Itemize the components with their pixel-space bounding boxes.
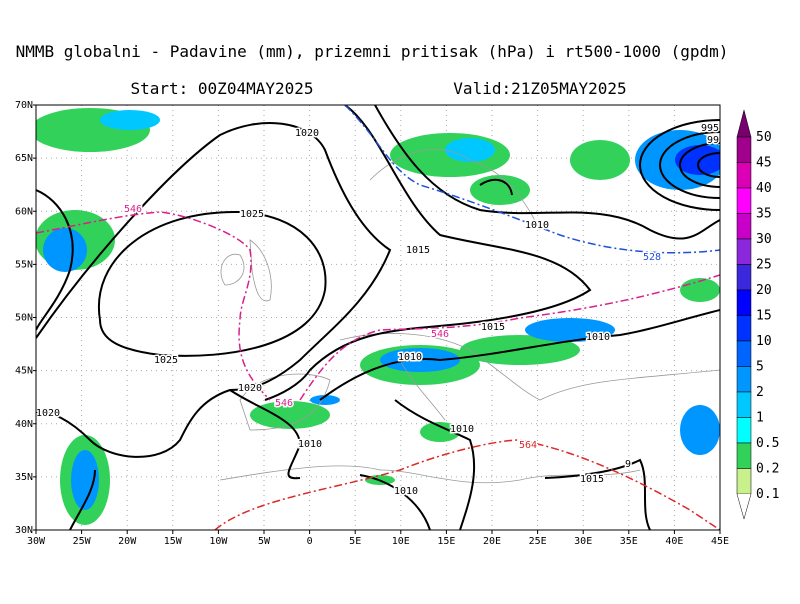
lat-label: 40N: [15, 419, 33, 430]
lon-label: 40E: [665, 536, 683, 547]
contour-label: 1010: [450, 424, 474, 435]
colorbar-bin: [736, 238, 752, 265]
colorbar-bottom: [736, 493, 752, 520]
colorbar-bin: [736, 417, 752, 444]
contour-label: 1010: [525, 220, 549, 231]
colorbar-bin: [736, 391, 752, 418]
contour-label: 528: [643, 252, 661, 263]
thickness-546: [36, 211, 720, 401]
lon-label: 5E: [349, 536, 361, 547]
contour-label: 1010: [298, 439, 322, 450]
lat-label: 35N: [15, 472, 33, 483]
colorbar-label: 5: [756, 360, 764, 375]
colorbar-bin: [736, 264, 752, 291]
contour-label: 546: [275, 398, 293, 409]
contour-label: 564: [519, 440, 537, 451]
contour-label: 1020: [295, 128, 319, 139]
contour-label: 1010: [398, 352, 422, 363]
contour-label: 1010: [586, 332, 610, 343]
colorbar-label: 35: [756, 207, 772, 222]
lon-label: 15W: [164, 536, 183, 547]
lon-label: 10E: [392, 536, 410, 547]
lon-label: 30W: [27, 536, 46, 547]
colorbar-label: 50: [756, 130, 772, 145]
colorbar-label: 10: [756, 334, 772, 349]
colorbar-bin: [736, 366, 752, 393]
thickness-564: [214, 439, 720, 530]
colorbar-bin: [736, 136, 752, 163]
thickness-528: [344, 105, 720, 254]
contour-label: 1010: [394, 486, 418, 497]
contour-labels: 1020 1025 1015 1010 528 546 546 1015 1010 1010 102…: [36, 122, 720, 499]
lat-label: 45N: [15, 366, 33, 377]
contour-label: 1020: [238, 383, 262, 394]
contour-label: 99: [707, 135, 719, 146]
colorbar-bin: [736, 213, 752, 240]
colorbar-label: 0.5: [756, 436, 779, 451]
lon-label: 5W: [258, 536, 271, 547]
valid-time: Valid:21Z05MAY2025: [453, 79, 626, 98]
contour-label: 1020: [36, 408, 60, 419]
colorbar-bin: [736, 187, 752, 214]
lon-label: 25W: [73, 536, 92, 547]
colorbar-label: 15: [756, 309, 772, 324]
contour-label: 546: [431, 329, 449, 340]
contour-label: 1015: [481, 322, 505, 333]
lat-label: 55N: [15, 259, 33, 270]
colorbar-label: 0.1: [756, 487, 779, 502]
lat-label: 65N: [15, 153, 33, 164]
colorbar-label: 20: [756, 283, 772, 298]
colorbar-label: 25: [756, 258, 772, 273]
contour-label: 9: [625, 459, 631, 470]
colorbar-label: 2: [756, 385, 764, 400]
colorbar-bin: [736, 442, 752, 469]
colorbar: 50 45 40 35 30 25 20 15 10 5 2 1 0.5 0.2 0.1: [736, 109, 779, 520]
colorbar-label: 40: [756, 181, 772, 196]
lon-label: 25E: [529, 536, 547, 547]
lat-label: 50N: [15, 313, 33, 324]
colorbar-bin: [736, 340, 752, 367]
lat-label: 70N: [15, 100, 33, 111]
contour-label: 1015: [406, 245, 430, 256]
title: NMMB globalni - Padavine (mm), prizemni …: [16, 42, 729, 61]
isobars: [36, 105, 720, 530]
lon-label: 35E: [620, 536, 638, 547]
lon-label: 30E: [574, 536, 592, 547]
contour-label: 1015: [580, 474, 604, 485]
colorbar-label: 1: [756, 411, 764, 426]
map-area: 1020 1025 1015 1010 528 546 546 1015 1010 1010 102…: [36, 105, 720, 530]
colorbar-label: 0.2: [756, 462, 779, 477]
lat-label: 30N: [15, 525, 33, 536]
start-time: Start: 00Z04MAY2025: [130, 79, 313, 98]
contour-label: 546: [124, 204, 142, 215]
contour-label: 1025: [240, 209, 264, 220]
lon-label: 10W: [209, 536, 228, 547]
colorbar-bin: [736, 289, 752, 316]
contour-label: 995: [701, 123, 719, 134]
colorbar-label: 45: [756, 156, 772, 171]
lat-label: 60N: [15, 206, 33, 217]
lon-label: 15E: [437, 536, 455, 547]
lon-label: 45E: [711, 536, 729, 547]
contour-label: 1025: [154, 355, 178, 366]
colorbar-bin: [736, 315, 752, 342]
colorbar-label: 30: [756, 232, 772, 247]
lon-label: 20E: [483, 536, 501, 547]
lon-label: 0: [307, 536, 313, 547]
axes: 30W 25W 20W 15W 10W 5W 0 5E 10E 15E 20E 25E 30E 35E 40…: [15, 100, 729, 547]
colorbar-bin: [736, 162, 752, 189]
lon-label: 20W: [118, 536, 137, 547]
colorbar-bin: [736, 468, 752, 495]
